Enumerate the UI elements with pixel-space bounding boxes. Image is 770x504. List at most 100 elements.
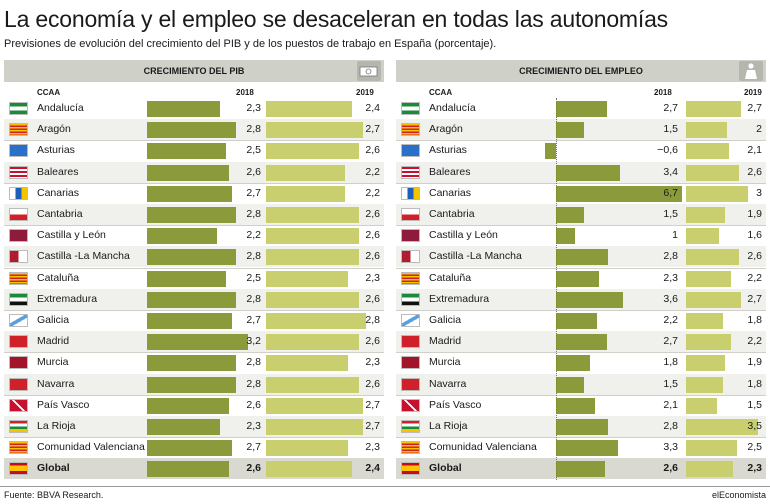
value-label-2018: 2,7 bbox=[246, 314, 261, 326]
value-label-2018: 3,6 bbox=[663, 292, 678, 305]
flag-pais-vasco bbox=[9, 398, 28, 412]
value-label-2019: 2,8 bbox=[365, 314, 380, 326]
table-row: Castilla -La Mancha 2,8 2,6 bbox=[4, 246, 384, 268]
row-divider bbox=[4, 182, 384, 184]
region-name: Cataluña bbox=[37, 271, 80, 284]
value-label-2018: 1,5 bbox=[663, 377, 678, 390]
value-label-2019: 2,6 bbox=[365, 335, 380, 348]
value-label-2019: 3,5 bbox=[747, 420, 762, 432]
flag-canarias bbox=[9, 186, 28, 200]
value-label-2019: 1,9 bbox=[747, 356, 762, 369]
table-row: La Rioja 2,8 3,5 bbox=[396, 416, 766, 437]
value-label-2018: 2,8 bbox=[246, 356, 261, 369]
zero-axis-line bbox=[556, 98, 557, 480]
region-name: Andalucía bbox=[429, 102, 476, 114]
bar-2018 bbox=[147, 143, 227, 160]
empleo-col-region: CCAA bbox=[429, 88, 453, 97]
region-name: Canarias bbox=[37, 186, 80, 199]
value-label-2018: 2,8 bbox=[246, 123, 261, 136]
empleo-col-b: 2019 bbox=[744, 88, 762, 97]
region-name: Navarra bbox=[429, 377, 467, 390]
bar-2019 bbox=[266, 249, 359, 266]
bar-2019 bbox=[686, 376, 723, 393]
flag-madrid bbox=[401, 335, 420, 349]
row-divider bbox=[396, 140, 766, 142]
region-name: La Rioja bbox=[429, 420, 468, 432]
pib-table: CRECIMIENTO DEL PIB CCAA 2018 2019 Andalucía… bbox=[4, 60, 384, 482]
table-row: Galicia 2,7 2,8 bbox=[4, 310, 384, 331]
row-divider bbox=[4, 310, 384, 311]
value-label-2019: 2,6 bbox=[747, 165, 762, 178]
bar-2018 bbox=[147, 313, 233, 329]
value-label-2018: 2,8 bbox=[246, 208, 261, 220]
table-row: Galicia 2,2 1,8 bbox=[396, 310, 766, 331]
region-name: Castilla -La Mancha bbox=[37, 250, 130, 263]
empleo-table: CRECIMIENTO DEL EMPLEO CCAA 2018 2019 Andalu… bbox=[396, 60, 766, 482]
row-divider bbox=[396, 437, 766, 439]
flag-navarra bbox=[401, 377, 420, 391]
bar-2018 bbox=[147, 164, 230, 181]
flag-extremadura bbox=[401, 292, 420, 306]
region-name: Castilla -La Mancha bbox=[429, 250, 522, 263]
flag-asturias bbox=[401, 144, 420, 158]
bar-2018 bbox=[147, 185, 233, 202]
value-label-2019: 2,6 bbox=[365, 377, 380, 390]
bar-2019 bbox=[266, 228, 359, 245]
table-row: Murcia 2,8 2,3 bbox=[4, 352, 384, 373]
bar-2018 bbox=[556, 164, 620, 181]
value-label-2019: 1,5 bbox=[747, 398, 762, 411]
region-name: Navarra bbox=[37, 377, 75, 390]
bar-2019 bbox=[686, 291, 742, 308]
table-row: Andalucía 2,7 2,7 bbox=[396, 98, 766, 119]
pib-header: CRECIMIENTO DEL PIB bbox=[4, 60, 384, 82]
value-label-2019: 2,6 bbox=[365, 208, 380, 220]
table-row: Comunidad Valenciana 3,3 2,5 bbox=[396, 437, 766, 458]
empleo-title: CRECIMIENTO DEL EMPLEO bbox=[519, 66, 643, 76]
bar-2019 bbox=[266, 397, 363, 414]
value-label-2019: 2,2 bbox=[747, 335, 762, 348]
table-row: Asturias −0,6 2,1 bbox=[396, 140, 766, 161]
value-label-2018: 2,2 bbox=[246, 229, 261, 242]
region-name: Andalucía bbox=[37, 102, 84, 114]
bar-2019 bbox=[686, 419, 758, 435]
table-row: País Vasco 2,6 2,7 bbox=[4, 395, 384, 416]
bar-2018 bbox=[556, 419, 609, 435]
region-name: Murcia bbox=[429, 356, 461, 369]
region-name: La Rioja bbox=[37, 420, 76, 432]
bar-2018 bbox=[556, 291, 624, 308]
flag-galicia bbox=[9, 314, 28, 327]
table-row: Andalucía 2,3 2,4 bbox=[4, 98, 384, 119]
bar-2018 bbox=[556, 185, 682, 202]
bar-2018 bbox=[147, 419, 220, 435]
bar-2018 bbox=[556, 376, 585, 393]
bar-2019 bbox=[686, 355, 725, 372]
value-label-2018: 2,6 bbox=[246, 165, 261, 178]
region-name: Baleares bbox=[37, 165, 79, 178]
row-divider bbox=[396, 310, 766, 311]
bar-2018 bbox=[544, 143, 556, 160]
pib-col-a: 2018 bbox=[236, 88, 254, 97]
table-row: Cantabria 2,8 2,6 bbox=[4, 204, 384, 225]
region-name: Cataluña bbox=[429, 271, 472, 284]
row-divider bbox=[396, 352, 766, 354]
pib-col-b: 2019 bbox=[356, 88, 374, 97]
value-label-2019: 2,7 bbox=[365, 420, 380, 432]
value-label-2018: 2,6 bbox=[246, 462, 261, 475]
table-row: Baleares 2,6 2,2 bbox=[4, 161, 384, 183]
value-label-2019: 2,5 bbox=[747, 441, 762, 454]
table-row: Castilla y León 1 1,6 bbox=[396, 225, 766, 246]
table-row: La Rioja 2,3 2,7 bbox=[4, 416, 384, 437]
row-divider bbox=[396, 225, 766, 227]
table-row: Madrid 2,7 2,2 bbox=[396, 331, 766, 353]
bar-2019 bbox=[686, 249, 740, 266]
value-label-2019: 2,7 bbox=[747, 292, 762, 305]
value-label-2018: 2,1 bbox=[663, 398, 678, 411]
brand-logo: elEconomista bbox=[711, 490, 766, 500]
region-name: Aragón bbox=[429, 123, 463, 136]
value-label-2019: 3 bbox=[756, 186, 762, 199]
value-label-2018: 1,8 bbox=[663, 356, 678, 369]
flag-cantabria bbox=[9, 208, 28, 221]
region-name: Aragón bbox=[37, 123, 71, 136]
region-name: Comunidad Valenciana bbox=[429, 441, 537, 454]
value-label-2018: 3,4 bbox=[663, 165, 678, 178]
